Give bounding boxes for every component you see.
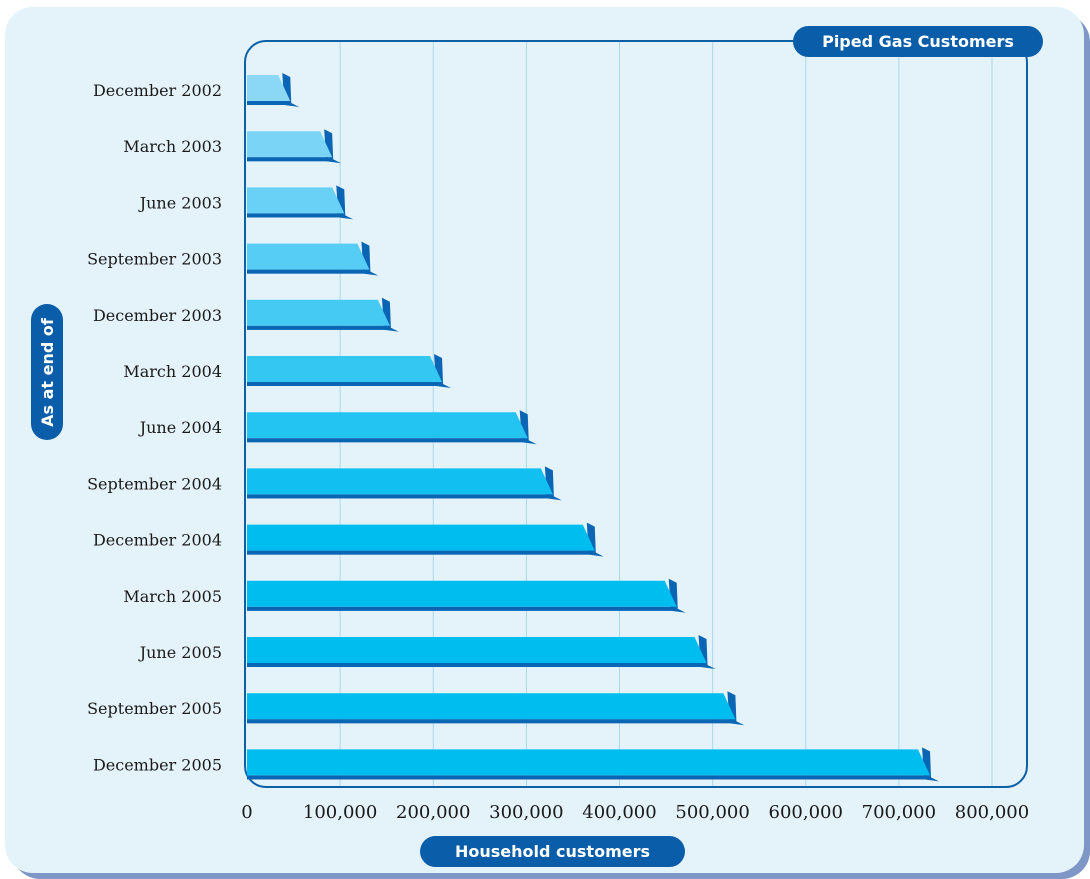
bars — [247, 73, 940, 782]
category-label: September 2005 — [87, 699, 222, 718]
bar — [247, 356, 443, 382]
y-axis-label-pill: As at end of — [31, 304, 63, 440]
category-label: September 2003 — [87, 250, 222, 269]
bar-base — [247, 438, 524, 443]
bar-base — [247, 663, 703, 667]
x-tick-label: 600,000 — [769, 802, 843, 823]
bar — [247, 693, 736, 720]
bar-base — [247, 325, 386, 330]
category-label: December 2005 — [93, 755, 222, 774]
bar-base — [247, 719, 732, 724]
bar-base — [247, 382, 439, 386]
x-tick-label: 500,000 — [675, 802, 749, 823]
bar — [247, 187, 345, 214]
x-tick-label: 0 — [241, 802, 252, 823]
category-label: December 2002 — [93, 81, 222, 100]
chart-card — [5, 7, 1084, 873]
bar-base — [247, 606, 673, 611]
bar-base — [247, 101, 287, 105]
chart-title: Piped Gas Customers — [793, 26, 1043, 57]
category-label: September 2004 — [87, 474, 222, 493]
bar — [247, 243, 370, 270]
category-label: March 2003 — [123, 137, 222, 156]
bar-base — [247, 494, 549, 499]
x-tick-label: 300,000 — [489, 802, 563, 823]
category-label: June 2004 — [138, 418, 222, 437]
category-label: March 2005 — [123, 587, 222, 606]
bar — [247, 75, 291, 101]
x-tick-labels: 0 100,000 200,000 300,000 400,000 500,000 600,… — [241, 802, 1029, 823]
x-tick-label: 100,000 — [303, 802, 377, 823]
category-label: December 2004 — [93, 531, 222, 550]
bar-base — [247, 550, 591, 555]
bar — [247, 524, 595, 551]
category-label: June 2005 — [138, 643, 222, 662]
x-tick-label: 700,000 — [862, 802, 936, 823]
category-labels: December 2002 March 2003 June 2003 Septembe… — [87, 81, 222, 774]
bar — [247, 637, 707, 663]
bar-base — [247, 213, 341, 218]
bar — [247, 749, 931, 776]
bar — [247, 468, 553, 495]
bar-base — [247, 157, 329, 162]
y-axis-label: As at end of — [37, 317, 57, 427]
category-label: June 2003 — [138, 193, 222, 212]
x-tick-label: 800,000 — [955, 802, 1029, 823]
bar — [247, 131, 333, 158]
bar — [247, 412, 528, 439]
plot-frame — [244, 40, 1028, 788]
category-label: March 2004 — [123, 362, 222, 381]
category-label: December 2003 — [93, 306, 222, 325]
bar-base — [247, 775, 927, 780]
x-tick-label: 400,000 — [582, 802, 656, 823]
bar-base — [247, 269, 366, 274]
x-axis-label: Household customers — [420, 836, 685, 867]
x-tick-label: 200,000 — [396, 802, 470, 823]
bar — [247, 299, 390, 326]
bar — [247, 580, 677, 607]
